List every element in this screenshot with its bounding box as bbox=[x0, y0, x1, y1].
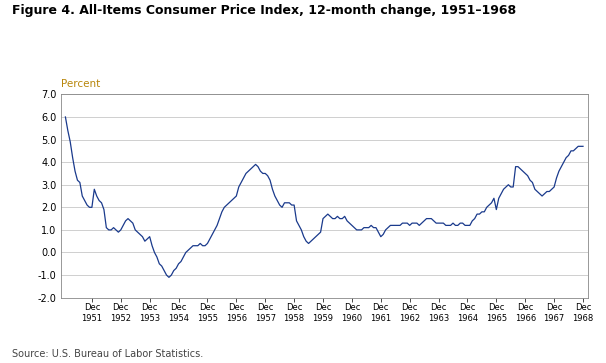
Text: Percent: Percent bbox=[61, 79, 100, 89]
Text: Figure 4. All-Items Consumer Price Index, 12-month change, 1951–1968: Figure 4. All-Items Consumer Price Index… bbox=[12, 4, 516, 17]
Text: Source: U.S. Bureau of Labor Statistics.: Source: U.S. Bureau of Labor Statistics. bbox=[12, 349, 204, 359]
